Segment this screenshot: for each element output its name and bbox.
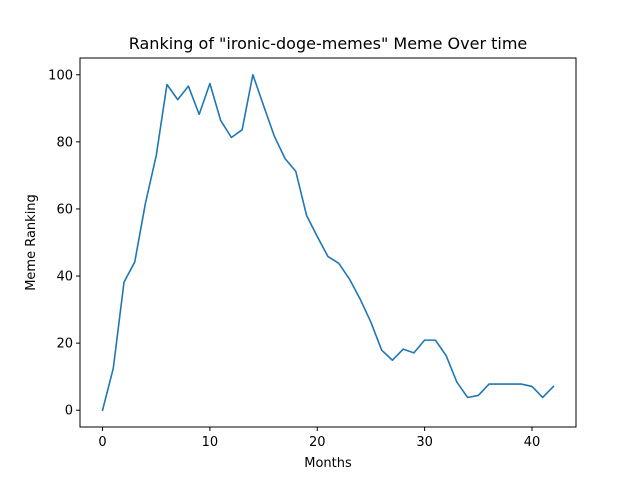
y-tick-label: 40 (56, 270, 73, 285)
y-tick-label: 80 (56, 135, 73, 150)
chart-title: Ranking of "ironic-doge-memes" Meme Over… (129, 34, 528, 53)
y-tick-label: 0 (65, 404, 73, 419)
series-line (101, 73, 555, 412)
y-tick-label: 100 (48, 68, 73, 83)
axes-frame (79, 57, 577, 428)
x-tick-label: 40 (524, 435, 541, 450)
plot-area: 0 10 20 30 40 0 20 40 60 80 100 (48, 68, 555, 450)
x-tick-label: 10 (202, 435, 219, 450)
y-tick-label: 20 (56, 337, 73, 352)
y-axis-label: Meme Ranking (24, 194, 39, 291)
x-tick-label: 0 (98, 435, 106, 450)
y-tick-label: 60 (56, 202, 73, 217)
x-axis-label: Months (304, 456, 352, 471)
x-tick-label: 20 (309, 435, 326, 450)
x-tick-label: 30 (416, 435, 433, 450)
